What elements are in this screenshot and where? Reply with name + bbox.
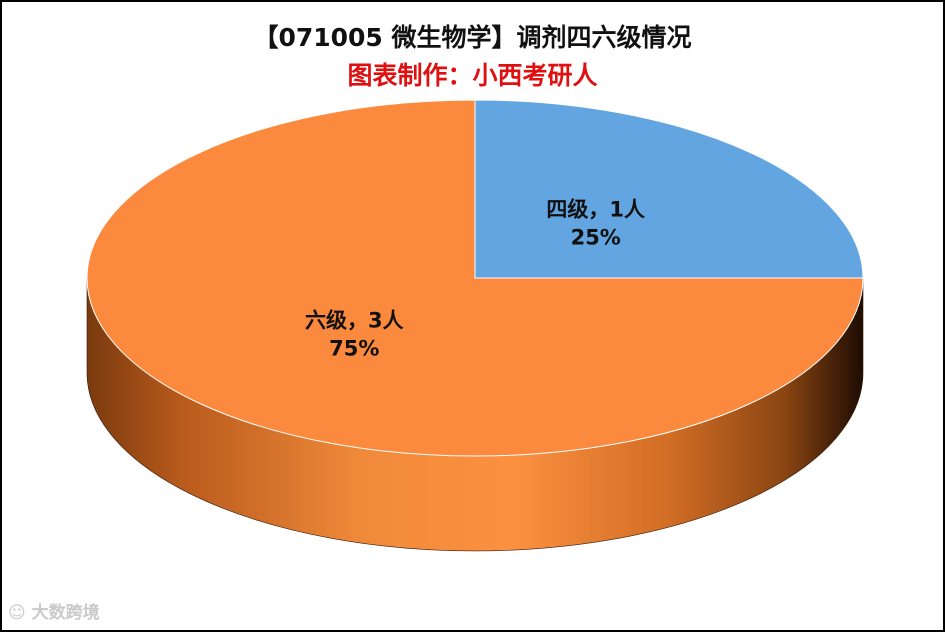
watermark-text: 大数跨境 bbox=[31, 603, 100, 623]
watermark-icon: ☺ bbox=[8, 603, 26, 623]
pie-slice-2 bbox=[86, 99, 864, 457]
chart-title: 【071005 微生物学】调剂四六级情况 bbox=[253, 23, 692, 52]
slice-label-2: 六级，3人 bbox=[305, 308, 404, 332]
watermark-logo: ☺ 大数跨境 bbox=[8, 598, 100, 623]
slice-percent-1: 25% bbox=[571, 226, 621, 250]
slice-percent-2: 75% bbox=[329, 336, 379, 360]
chart-subtitle: 图表制作：小西考研人 bbox=[347, 61, 598, 90]
pie-slice-1 bbox=[474, 99, 864, 279]
slice-label-1: 四级，1人 bbox=[546, 198, 645, 222]
